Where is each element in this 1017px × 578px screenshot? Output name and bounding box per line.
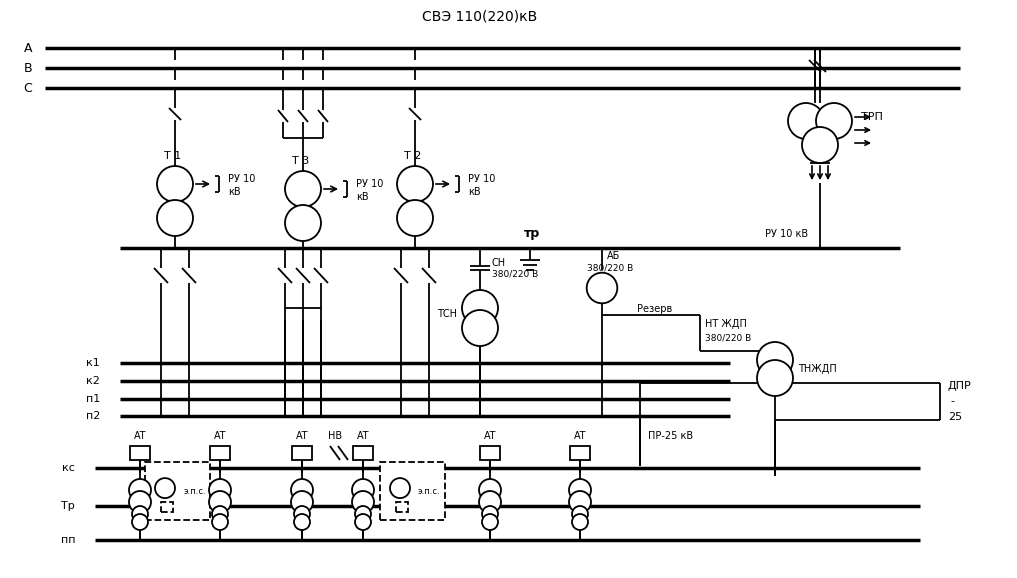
Circle shape [397, 166, 433, 202]
Text: кВ: кВ [468, 187, 481, 197]
Circle shape [479, 491, 501, 513]
Circle shape [157, 166, 193, 202]
Circle shape [129, 491, 151, 513]
Circle shape [212, 506, 228, 522]
Circle shape [291, 491, 313, 513]
Text: Т 3: Т 3 [292, 156, 309, 166]
Text: пп: пп [61, 535, 75, 545]
Text: Т 1: Т 1 [165, 151, 182, 161]
Text: В: В [23, 61, 33, 75]
Text: А: А [23, 42, 33, 54]
Circle shape [572, 514, 588, 530]
Text: СВЭ 110(220)кВ: СВЭ 110(220)кВ [422, 9, 538, 23]
Text: ПР-25 кВ: ПР-25 кВ [648, 431, 694, 441]
Text: тр: тр [524, 228, 540, 240]
Circle shape [572, 506, 588, 522]
Circle shape [291, 479, 313, 501]
Text: НТ ЖДП: НТ ЖДП [705, 319, 746, 329]
Text: -: - [950, 397, 954, 406]
Circle shape [802, 127, 838, 163]
Text: э.п.с.: э.п.с. [418, 487, 440, 495]
Circle shape [352, 479, 374, 501]
Circle shape [294, 506, 310, 522]
Circle shape [129, 479, 151, 501]
Text: НВ: НВ [327, 431, 342, 441]
Text: 380/220 В: 380/220 В [492, 269, 538, 279]
Text: п2: п2 [85, 411, 100, 421]
Text: п1: п1 [85, 394, 100, 404]
Circle shape [212, 514, 228, 530]
Text: АТ: АТ [134, 431, 146, 441]
Bar [292, 446, 312, 460]
Text: РУ 10: РУ 10 [356, 179, 383, 189]
Text: АТ: АТ [484, 431, 496, 441]
Circle shape [482, 506, 498, 522]
Circle shape [285, 171, 321, 207]
Circle shape [352, 491, 374, 513]
Circle shape [482, 514, 498, 530]
Text: АБ: АБ [607, 251, 620, 261]
Text: Резерв: Резерв [637, 304, 672, 314]
Text: Т 2: Т 2 [405, 151, 422, 161]
Circle shape [210, 491, 231, 513]
Bar [570, 446, 590, 460]
Circle shape [816, 103, 852, 139]
FancyBboxPatch shape [145, 462, 210, 520]
Bar [480, 446, 500, 460]
Bar [210, 446, 230, 460]
Circle shape [479, 479, 501, 501]
Circle shape [294, 514, 310, 530]
Text: Δ: Δ [829, 116, 835, 126]
Text: С: С [23, 81, 33, 94]
Circle shape [569, 479, 591, 501]
Text: ТРП: ТРП [861, 112, 883, 122]
Circle shape [462, 310, 498, 346]
Text: РУ 10: РУ 10 [228, 174, 255, 184]
Text: ТСН: ТСН [437, 309, 457, 319]
Text: СН: СН [492, 258, 506, 268]
Text: 380/220 В: 380/220 В [587, 264, 634, 272]
Circle shape [757, 360, 793, 396]
Text: кс: кс [62, 463, 74, 473]
Circle shape [132, 506, 148, 522]
Circle shape [155, 478, 175, 498]
Text: РУ 10 кВ: РУ 10 кВ [765, 229, 809, 239]
Text: РУ 10: РУ 10 [468, 174, 495, 184]
Circle shape [397, 200, 433, 236]
Text: э.п.с.: э.п.с. [183, 487, 205, 495]
Circle shape [157, 200, 193, 236]
Text: кВ: кВ [356, 192, 368, 202]
Circle shape [132, 514, 148, 530]
Circle shape [390, 478, 410, 498]
Circle shape [788, 103, 824, 139]
Text: АТ: АТ [296, 431, 308, 441]
Circle shape [569, 491, 591, 513]
Text: к1: к1 [86, 358, 100, 368]
Bar [130, 446, 149, 460]
Text: 25: 25 [948, 413, 962, 423]
Text: ТНЖДП: ТНЖДП [798, 364, 837, 374]
Bar [396, 502, 408, 512]
Bar [161, 502, 173, 512]
Text: к2: к2 [86, 376, 100, 386]
Text: ДПР: ДПР [948, 380, 972, 391]
Circle shape [210, 479, 231, 501]
Text: 380/220 В: 380/220 В [705, 334, 752, 343]
Circle shape [355, 506, 371, 522]
Circle shape [285, 205, 321, 241]
Text: АТ: АТ [214, 431, 226, 441]
Bar [353, 446, 373, 460]
Text: АТ: АТ [574, 431, 586, 441]
Circle shape [355, 514, 371, 530]
Text: кВ: кВ [228, 187, 241, 197]
Text: АТ: АТ [357, 431, 369, 441]
FancyBboxPatch shape [380, 462, 445, 520]
Circle shape [587, 273, 617, 303]
Text: Тр: Тр [61, 501, 75, 511]
Circle shape [757, 342, 793, 378]
Circle shape [462, 290, 498, 326]
